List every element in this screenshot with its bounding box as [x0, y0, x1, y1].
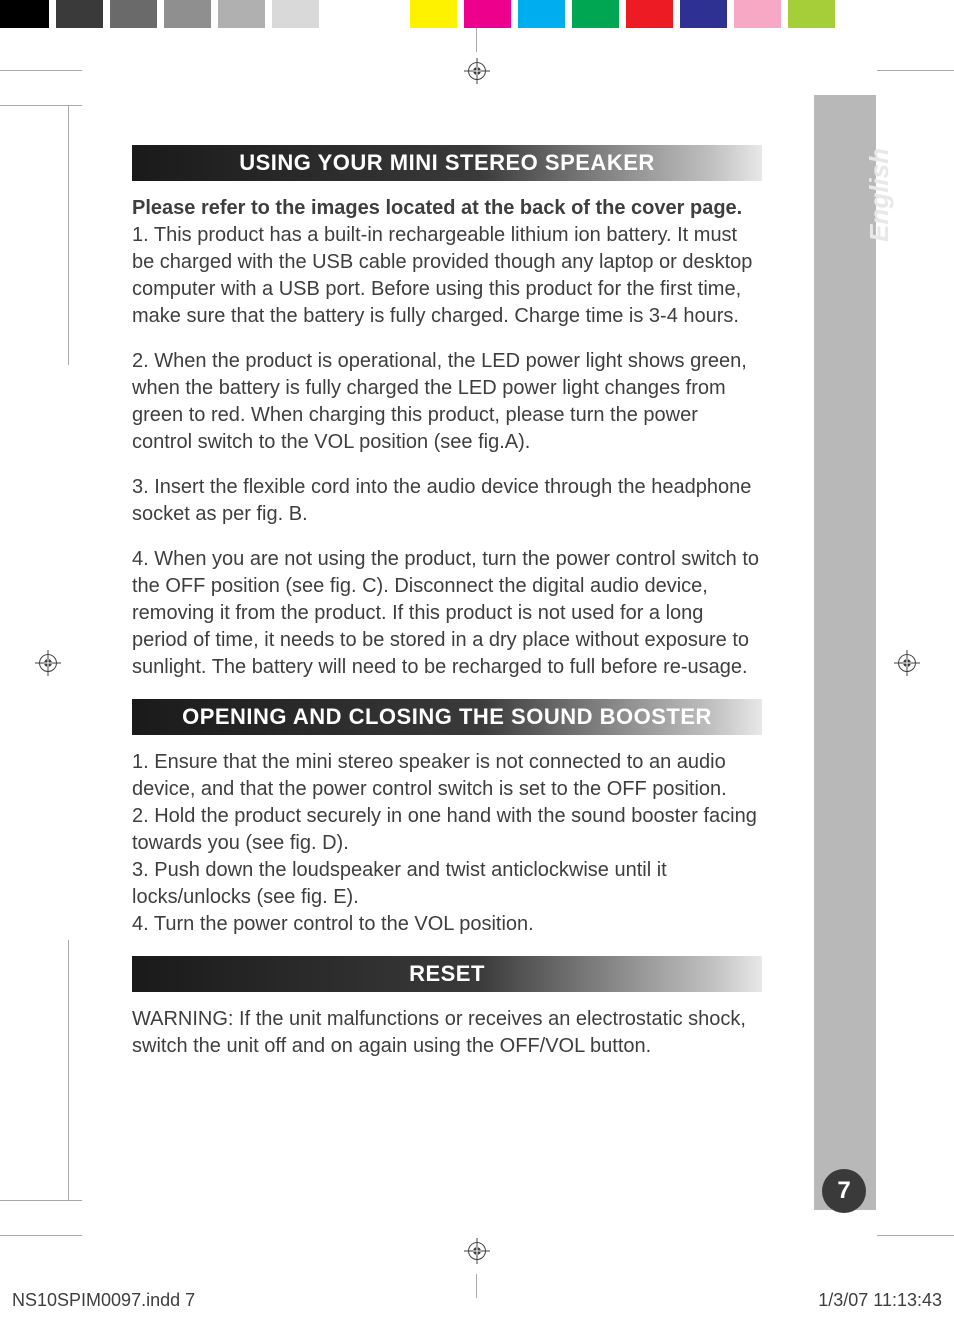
color-swatch: [626, 0, 673, 28]
body-paragraph: 3. Insert the flexible cord into the aud…: [132, 474, 762, 528]
body-paragraph: 2. When the product is operational, the …: [132, 348, 762, 456]
page-number: 7: [837, 1177, 850, 1205]
crop-rule: [0, 70, 82, 71]
crop-rule: [0, 1235, 82, 1236]
color-swatch: [511, 0, 518, 28]
color-swatch: [326, 0, 373, 28]
language-label: English: [864, 148, 895, 242]
color-swatch: [272, 0, 319, 28]
print-footer: NS10SPIM0097.indd 7 1/3/07 11:13:43: [12, 1290, 942, 1311]
color-swatch: [373, 0, 410, 28]
footer-filename: NS10SPIM0097.indd 7: [12, 1290, 195, 1311]
crop-rule: [877, 70, 954, 71]
color-swatch: [410, 0, 457, 28]
color-swatch: [565, 0, 572, 28]
color-swatch: [0, 0, 49, 28]
crop-rule: [877, 1235, 954, 1236]
color-swatch: [734, 0, 781, 28]
color-swatch: [211, 0, 218, 28]
crop-rule: [476, 1274, 477, 1298]
language-side-tab: [814, 95, 876, 1210]
registration-mark-icon: [35, 650, 61, 676]
color-swatch: [680, 0, 727, 28]
color-swatch: [673, 0, 680, 28]
color-swatch: [103, 0, 110, 28]
color-calibration-bar: [0, 0, 954, 28]
color-swatch: [727, 0, 734, 28]
crop-rule: [0, 1200, 82, 1201]
crop-rule: [68, 105, 69, 365]
body-paragraph: 1. Ensure that the mini stereo speaker i…: [132, 749, 762, 938]
color-swatch: [619, 0, 626, 28]
color-swatch: [265, 0, 272, 28]
section-header: USING YOUR MINI STEREO SPEAKER: [132, 145, 762, 181]
section-header: OPENING AND CLOSING THE SOUND BOOSTER: [132, 699, 762, 735]
crop-rule: [476, 28, 477, 52]
color-swatch: [49, 0, 56, 28]
document-content: USING YOUR MINI STEREO SPEAKER Please ref…: [132, 145, 762, 1078]
crop-rule: [68, 940, 69, 1200]
page-number-badge: 7: [822, 1169, 866, 1213]
color-swatch: [218, 0, 265, 28]
color-swatch: [518, 0, 565, 28]
color-swatch: [457, 0, 464, 28]
registration-mark-icon: [464, 1238, 490, 1264]
color-swatch: [110, 0, 157, 28]
color-swatch: [56, 0, 103, 28]
color-swatch: [781, 0, 788, 28]
registration-mark-icon: [894, 650, 920, 676]
footer-timestamp: 1/3/07 11:13:43: [818, 1290, 942, 1311]
section-header: RESET: [132, 956, 762, 992]
color-swatch: [157, 0, 164, 28]
color-swatch: [788, 0, 835, 28]
crop-rule: [0, 105, 82, 106]
body-paragraph: 4. When you are not using the product, t…: [132, 546, 762, 681]
color-swatch: [319, 0, 326, 28]
body-paragraph: Please refer to the images located at th…: [132, 195, 762, 330]
color-swatch: [464, 0, 511, 28]
color-swatch: [572, 0, 619, 28]
registration-mark-icon: [464, 58, 490, 84]
body-paragraph: WARNING: If the unit malfunctions or rec…: [132, 1006, 762, 1060]
color-swatch: [164, 0, 211, 28]
